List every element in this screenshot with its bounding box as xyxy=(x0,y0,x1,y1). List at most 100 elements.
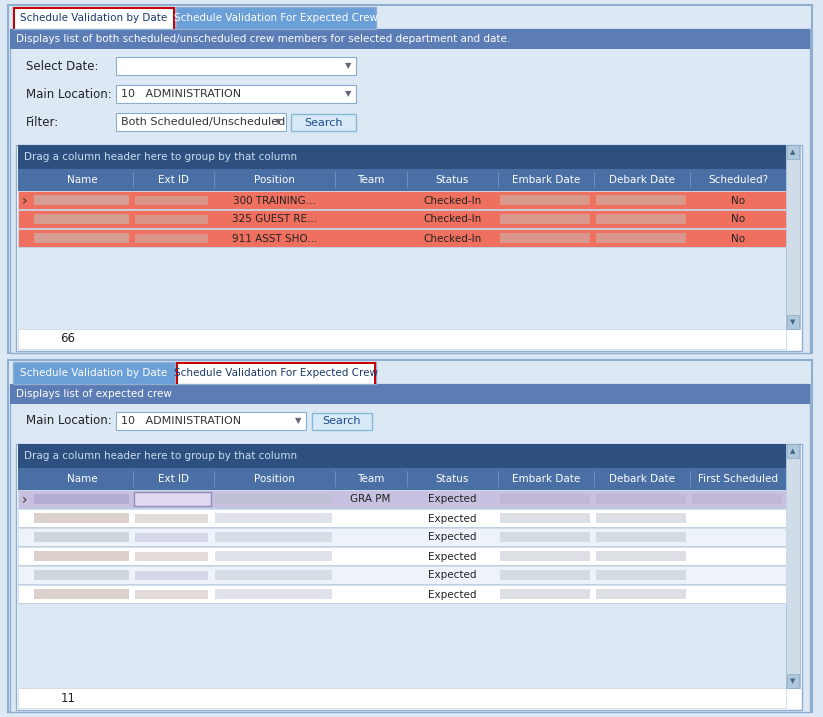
Bar xyxy=(18,528,786,547)
Bar xyxy=(13,7,15,29)
Bar xyxy=(594,172,595,188)
Text: Debark Date: Debark Date xyxy=(609,474,675,484)
Bar xyxy=(116,113,286,131)
Bar xyxy=(133,172,134,188)
Bar xyxy=(34,513,129,523)
Bar xyxy=(18,248,786,329)
Bar xyxy=(596,513,686,523)
Text: Expected: Expected xyxy=(428,533,477,543)
Text: Schedule Validation For Expected Crew: Schedule Validation For Expected Crew xyxy=(174,13,378,23)
Bar xyxy=(34,532,129,542)
Bar xyxy=(135,514,208,523)
Bar xyxy=(8,360,812,712)
Text: First Scheduled: First Scheduled xyxy=(698,474,778,484)
Text: Embark Date: Embark Date xyxy=(512,474,580,484)
Text: Checked-In: Checked-In xyxy=(423,234,481,244)
Bar xyxy=(8,5,812,353)
Bar xyxy=(135,552,208,561)
Text: ›: › xyxy=(22,493,28,506)
Text: Ext ID: Ext ID xyxy=(158,474,189,484)
Bar xyxy=(692,494,782,504)
Bar xyxy=(500,195,590,205)
Text: ▼: ▼ xyxy=(295,417,301,425)
Text: Main Location:: Main Location: xyxy=(26,87,112,100)
Bar xyxy=(216,551,332,561)
Bar xyxy=(34,570,129,580)
Bar xyxy=(116,57,356,75)
Text: ▲: ▲ xyxy=(790,149,796,155)
Text: ▼: ▼ xyxy=(345,90,351,98)
Bar xyxy=(596,494,686,504)
Bar xyxy=(133,471,134,487)
Bar xyxy=(176,7,376,29)
Bar xyxy=(18,565,786,566)
Text: 325 GUEST RE...: 325 GUEST RE... xyxy=(232,214,317,224)
Text: No: No xyxy=(731,196,745,206)
Bar xyxy=(18,584,786,585)
Bar xyxy=(215,172,216,188)
Bar xyxy=(596,195,686,205)
Text: Name: Name xyxy=(67,175,98,185)
Bar xyxy=(18,490,786,509)
Bar xyxy=(291,114,356,131)
Bar xyxy=(312,413,372,430)
Bar xyxy=(18,169,786,191)
Text: Position: Position xyxy=(254,474,295,484)
Text: Scheduled?: Scheduled? xyxy=(708,175,768,185)
Text: No: No xyxy=(731,234,745,244)
Bar xyxy=(500,532,590,542)
Text: Search: Search xyxy=(323,417,361,427)
Text: Checked-In: Checked-In xyxy=(423,214,481,224)
Bar xyxy=(216,494,332,504)
Text: Ext ID: Ext ID xyxy=(158,175,189,185)
Bar xyxy=(786,444,800,688)
Text: Main Location:: Main Location: xyxy=(26,414,112,427)
Text: Checked-In: Checked-In xyxy=(423,196,481,206)
Text: Search: Search xyxy=(305,118,342,128)
Text: ▼: ▼ xyxy=(790,678,796,684)
Text: 300 TRAINING...: 300 TRAINING... xyxy=(233,196,316,206)
Bar xyxy=(34,551,129,561)
Bar xyxy=(16,145,802,351)
Bar xyxy=(116,85,356,103)
Bar xyxy=(18,508,786,509)
Bar xyxy=(216,532,332,542)
Text: Position: Position xyxy=(254,175,295,185)
Bar xyxy=(13,7,175,9)
Bar xyxy=(18,527,786,528)
Text: 11: 11 xyxy=(61,691,76,705)
Bar xyxy=(16,444,802,710)
Text: Embark Date: Embark Date xyxy=(512,175,580,185)
Text: Schedule Validation For Expected Crew: Schedule Validation For Expected Crew xyxy=(174,368,378,378)
Text: ▲: ▲ xyxy=(790,448,796,454)
Bar xyxy=(135,590,208,599)
Text: ▼: ▼ xyxy=(790,319,796,325)
Text: GRA PM: GRA PM xyxy=(351,495,391,505)
Bar xyxy=(13,362,175,384)
Bar xyxy=(18,546,786,547)
Bar xyxy=(116,412,306,430)
Text: Debark Date: Debark Date xyxy=(609,175,675,185)
Bar xyxy=(176,362,376,364)
Bar xyxy=(690,471,691,487)
Bar xyxy=(787,444,799,458)
Bar xyxy=(335,172,336,188)
Bar xyxy=(500,233,590,243)
Text: Expected: Expected xyxy=(428,513,477,523)
Bar xyxy=(135,196,208,205)
Text: Status: Status xyxy=(435,175,469,185)
Bar xyxy=(18,191,786,210)
Bar xyxy=(18,603,786,604)
Text: Both Scheduled/Unscheduled: Both Scheduled/Unscheduled xyxy=(121,117,286,127)
Bar xyxy=(596,233,686,243)
Bar xyxy=(215,471,216,487)
Text: Expected: Expected xyxy=(428,551,477,561)
Text: 911 ASST SHO...: 911 ASST SHO... xyxy=(232,234,317,244)
Text: Drag a column header here to group by that column: Drag a column header here to group by th… xyxy=(24,152,297,162)
Bar xyxy=(18,145,786,169)
Bar xyxy=(500,551,590,561)
Bar xyxy=(18,209,786,210)
Bar xyxy=(34,233,129,243)
Text: 10   ADMINISTRATION: 10 ADMINISTRATION xyxy=(121,416,241,426)
Bar xyxy=(787,315,799,329)
